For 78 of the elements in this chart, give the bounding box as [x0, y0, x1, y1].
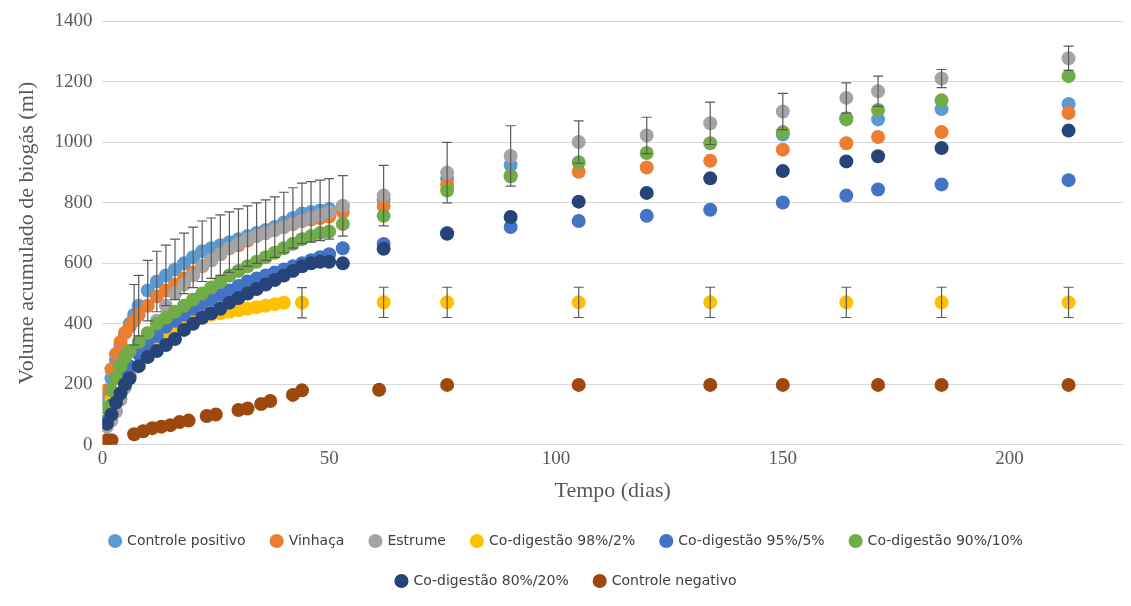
y-axis-title: Volume acumulado de biogás (ml) — [12, 81, 38, 385]
point — [871, 377, 886, 392]
point — [294, 383, 309, 398]
y-tick-label: 1000 — [54, 130, 93, 152]
point — [372, 382, 387, 397]
point — [263, 393, 278, 408]
point — [167, 331, 182, 346]
point — [871, 182, 886, 197]
legend-label: Controle positivo — [127, 531, 246, 548]
x-tick-label: 100 — [541, 447, 571, 469]
point — [503, 210, 518, 225]
y-tick-label: 0 — [82, 432, 93, 454]
point — [276, 295, 291, 310]
point — [104, 407, 119, 422]
point — [775, 164, 790, 179]
point — [934, 141, 949, 156]
legend-label: Co-digestão 98%/2% — [488, 531, 636, 548]
point — [703, 153, 718, 168]
legend-label: Controle negativo — [611, 571, 737, 588]
point — [181, 413, 196, 428]
legend-label: Co-digestão 95%/5% — [678, 531, 825, 548]
point — [871, 149, 886, 164]
point — [335, 241, 350, 256]
point — [571, 377, 586, 392]
point — [775, 195, 790, 210]
point — [839, 90, 854, 105]
point — [839, 154, 854, 169]
point — [703, 171, 718, 186]
point — [775, 142, 790, 157]
legend-label: Co-digestão 90%/10% — [867, 531, 1023, 548]
x-tick-label: 50 — [319, 447, 339, 469]
x-tick-label: 0 — [97, 447, 108, 469]
point — [839, 136, 854, 151]
point — [839, 188, 854, 203]
point — [1061, 123, 1076, 138]
point — [240, 401, 255, 416]
y-tick-label: 400 — [63, 311, 93, 333]
point — [1061, 106, 1076, 121]
point — [322, 254, 337, 269]
point — [122, 344, 137, 359]
x-axis-title: Tempo (dias) — [554, 476, 671, 502]
point — [376, 208, 391, 223]
point — [335, 217, 350, 232]
legend-label: Co-digestão 80%/20% — [413, 571, 569, 588]
point — [140, 325, 155, 340]
y-tick-label: 200 — [63, 372, 93, 394]
point — [208, 407, 223, 422]
point — [440, 377, 455, 392]
point — [335, 256, 350, 271]
point — [934, 93, 949, 108]
y-tick-label: 800 — [63, 190, 93, 212]
point — [571, 194, 586, 209]
point — [703, 202, 718, 217]
point — [503, 148, 518, 163]
point — [104, 433, 119, 445]
point — [934, 377, 949, 392]
point — [934, 177, 949, 192]
point — [934, 125, 949, 140]
legend-label: Estrume — [387, 531, 446, 548]
y-tick-label: 1400 — [54, 9, 93, 31]
point — [1061, 377, 1076, 392]
point — [571, 135, 586, 150]
point — [639, 185, 654, 200]
point — [703, 377, 718, 392]
point — [871, 129, 886, 144]
y-tick-label: 600 — [63, 251, 93, 273]
point — [639, 160, 654, 175]
x-tick-label: 150 — [768, 447, 798, 469]
point — [131, 359, 146, 374]
point — [376, 241, 391, 256]
point — [571, 214, 586, 228]
point — [639, 208, 654, 223]
legend-label: Vinhaça — [288, 531, 345, 548]
y-tick-label: 1200 — [54, 69, 93, 91]
point — [1061, 173, 1076, 188]
point — [775, 377, 790, 392]
point — [1061, 69, 1076, 84]
x-tick-label: 200 — [995, 447, 1024, 469]
